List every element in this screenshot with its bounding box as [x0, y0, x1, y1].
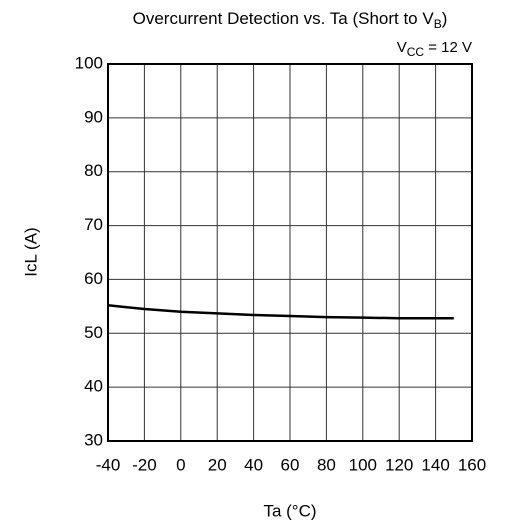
y-tick-label: 100: [75, 53, 103, 72]
plot-frame: [107, 63, 473, 442]
chart-title: Overcurrent Detection vs. Ta (Short to V…: [133, 9, 448, 31]
x-tick-label: 100: [349, 455, 377, 474]
y-tick-label: 80: [84, 161, 103, 180]
x-tick-label: 80: [317, 455, 336, 474]
x-tick-label: 60: [281, 455, 300, 474]
y-tick-label: 60: [84, 269, 103, 288]
line: [107, 304, 454, 320]
x-tick-label: 0: [176, 455, 185, 474]
annotation: VCC = 12 V: [397, 39, 472, 59]
y-tick-label: 90: [84, 107, 103, 126]
y-tick-label: 40: [84, 377, 103, 396]
y-tick-label: 50: [84, 323, 103, 342]
x-tick-label: 20: [208, 455, 227, 474]
y-tick-label: 30: [84, 430, 103, 449]
x-tick-label: -20: [132, 455, 157, 474]
x-tick-label: 120: [385, 455, 413, 474]
x-tick-label: 140: [421, 455, 449, 474]
x-tick-label: 160: [458, 455, 486, 474]
y-tick-label: 70: [84, 215, 103, 234]
x-tick-label: -40: [96, 455, 121, 474]
y-axis-label: IcL (A): [21, 227, 40, 276]
x-axis-label: Ta (°C): [263, 501, 316, 520]
x-tick-label: 40: [244, 455, 263, 474]
